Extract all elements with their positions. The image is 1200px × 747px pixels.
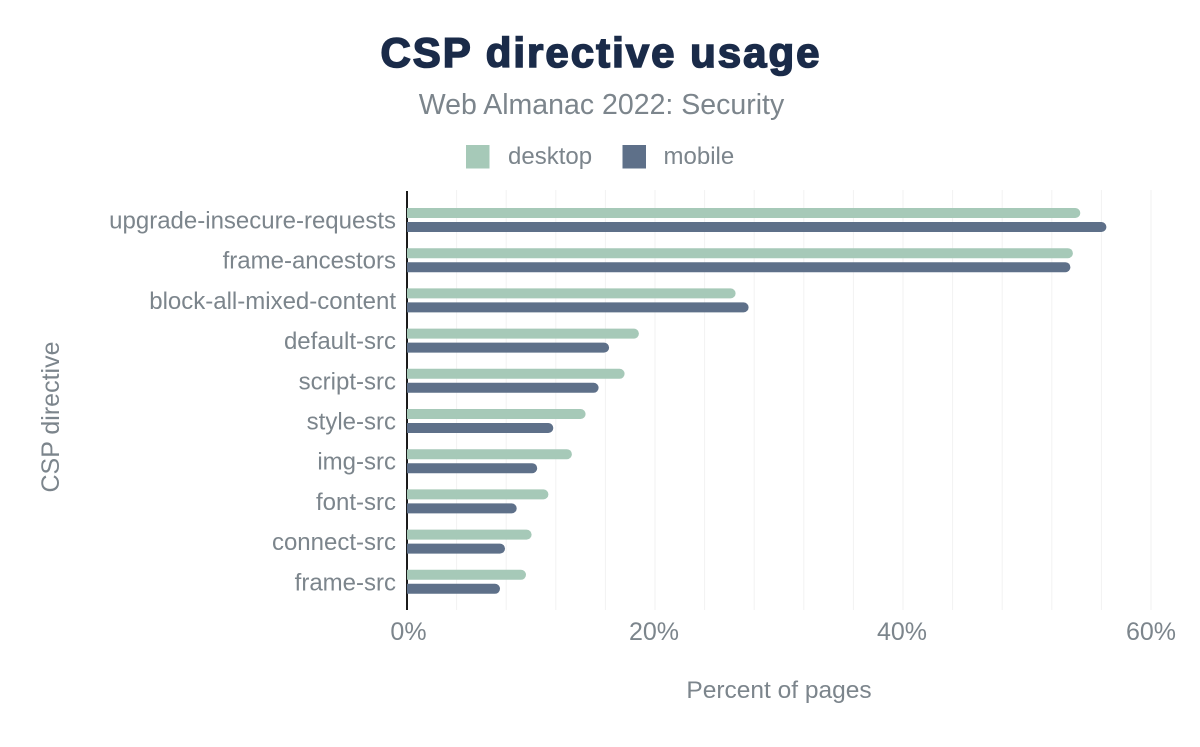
svg-text:upgrade-insecure-requests: upgrade-insecure-requests xyxy=(109,208,396,235)
svg-text:desktop: desktop xyxy=(508,143,592,170)
svg-text:default-src: default-src xyxy=(284,328,396,355)
svg-text:60%: 60% xyxy=(1126,618,1176,646)
svg-text:CSP directive usage: CSP directive usage xyxy=(380,29,821,76)
svg-text:Percent of pages: Percent of pages xyxy=(686,677,871,704)
svg-text:style-src: style-src xyxy=(307,409,396,436)
svg-text:img-src: img-src xyxy=(317,449,396,476)
svg-text:frame-src: frame-src xyxy=(295,569,396,596)
svg-text:40%: 40% xyxy=(877,618,927,646)
svg-text:0%: 0% xyxy=(390,618,426,646)
svg-text:script-src: script-src xyxy=(299,368,396,395)
svg-text:font-src: font-src xyxy=(316,489,396,516)
svg-text:frame-ancestors: frame-ancestors xyxy=(223,248,396,275)
svg-text:20%: 20% xyxy=(629,618,679,646)
svg-text:Web Almanac 2022: Security: Web Almanac 2022: Security xyxy=(419,89,785,121)
svg-text:block-all-mixed-content: block-all-mixed-content xyxy=(149,288,396,315)
svg-text:mobile: mobile xyxy=(664,143,735,170)
svg-text:CSP directive: CSP directive xyxy=(37,342,65,493)
svg-text:connect-src: connect-src xyxy=(272,529,396,556)
